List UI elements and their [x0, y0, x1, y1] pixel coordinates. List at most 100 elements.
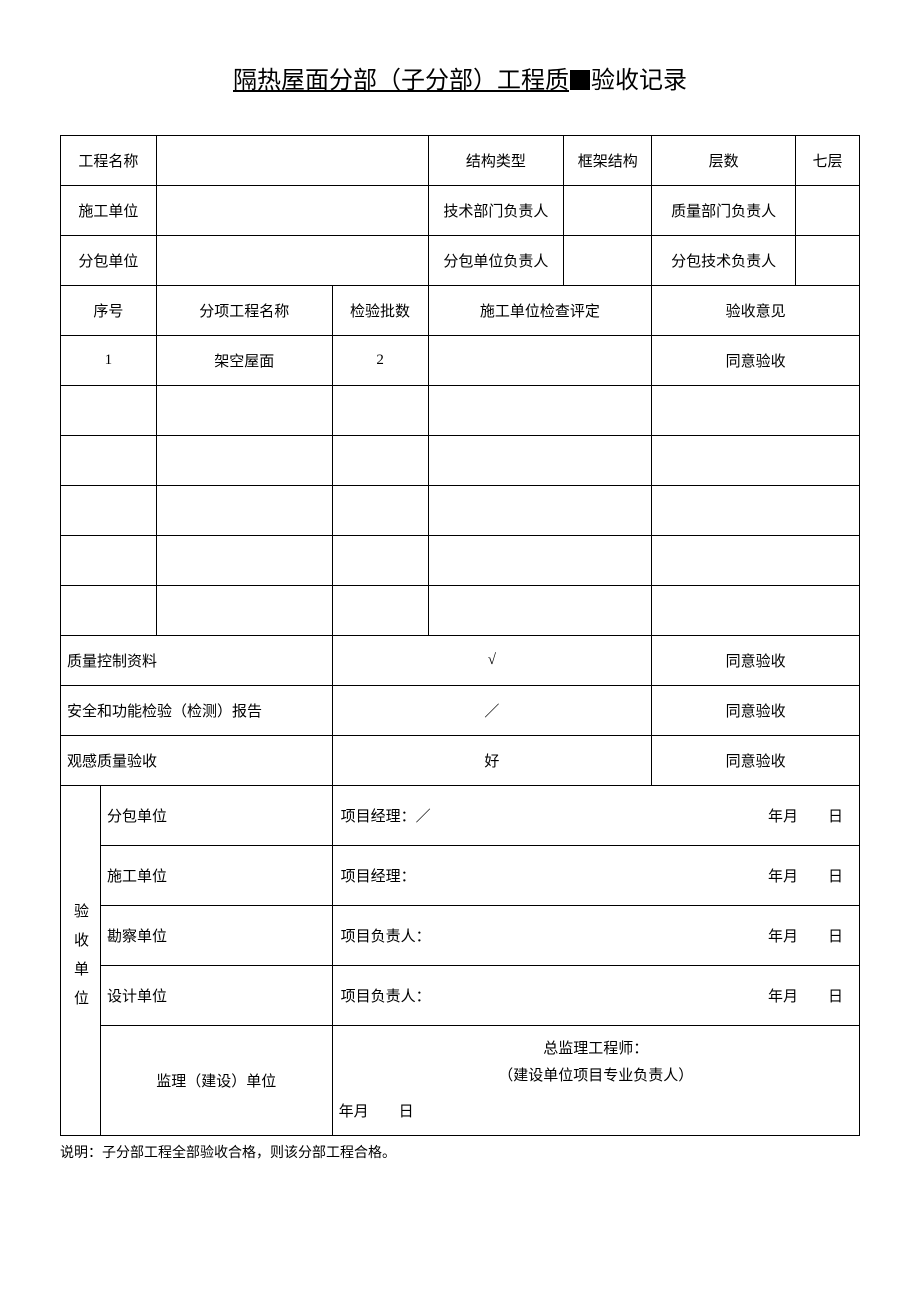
cell-batch: [332, 586, 428, 636]
col-opinion: 验收意见: [652, 286, 860, 336]
sign-con-sig: 项目经理： 年月 日: [332, 846, 859, 906]
value-sub-head: [564, 236, 652, 286]
cell-item: [156, 586, 332, 636]
summary-safety-row: 安全和功能检验（检测）报告 ／ 同意验收: [61, 686, 860, 736]
sign-row-sub: 验收单位 分包单位 项目经理：／ 年月 日: [61, 786, 860, 846]
cell-seq: [61, 386, 157, 436]
sign-design-d: 日: [828, 985, 843, 1006]
page-title: 隔热屋面分部（子分部）工程质验收记录: [60, 60, 860, 95]
sign-survey-ym: 年月: [768, 925, 798, 946]
sign-super-d: 日: [399, 1100, 414, 1121]
sign-con-d: 日: [828, 865, 843, 886]
value-struct-type: 框架结构: [564, 136, 652, 186]
table-row: [61, 586, 860, 636]
title-black-box: [570, 70, 590, 90]
cell-check: [428, 436, 652, 486]
cell-seq: [61, 586, 157, 636]
title-after: 验收记录: [591, 68, 687, 94]
sign-design-unit: 设计单位: [100, 966, 332, 1026]
sign-survey-sig: 项目负责人： 年月 日: [332, 906, 859, 966]
sign-sub-ym: 年月: [768, 805, 798, 826]
label-safety: 安全和功能检验（检测）报告: [61, 686, 333, 736]
label-appearance: 观感质量验收: [61, 736, 333, 786]
cell-opinion: [652, 436, 860, 486]
sign-design-sig: 项目负责人： 年月 日: [332, 966, 859, 1026]
title-underlined: 隔热屋面分部（子分部）工程质: [233, 68, 569, 94]
sign-design-role: 项目负责人：: [339, 985, 431, 1006]
cell-seq: [61, 536, 157, 586]
cell-seq: 1: [61, 336, 157, 386]
cell-check: [428, 586, 652, 636]
label-sub-head: 分包单位负责人: [428, 236, 564, 286]
value-qa-head: [796, 186, 860, 236]
sign-super-role1: 总监理工程师：: [339, 1036, 853, 1063]
cell-batch: 2: [332, 336, 428, 386]
cell-seq: [61, 436, 157, 486]
value-appearance: 好: [332, 736, 652, 786]
label-tech-head: 技术部门负责人: [428, 186, 564, 236]
value-subcontractor: [156, 236, 428, 286]
summary-qc-row: 质量控制资料 √ 同意验收: [61, 636, 860, 686]
cell-opinion: [652, 536, 860, 586]
cell-item: [156, 536, 332, 586]
header-row-2: 施工单位 技术部门负责人 质量部门负责人: [61, 186, 860, 236]
sign-survey-unit: 勘察单位: [100, 906, 332, 966]
cell-batch: [332, 486, 428, 536]
cell-item: 架空屋面: [156, 336, 332, 386]
value-safety: ／: [332, 686, 652, 736]
opinion-appearance: 同意验收: [652, 736, 860, 786]
col-item: 分项工程名称: [156, 286, 332, 336]
col-check: 施工单位检查评定: [428, 286, 652, 336]
sign-survey-role: 项目负责人：: [339, 925, 431, 946]
table-row: [61, 386, 860, 436]
table-row: [61, 486, 860, 536]
sign-survey-d: 日: [828, 925, 843, 946]
column-header-row: 序号 分项工程名称 检验批数 施工单位检查评定 验收意见: [61, 286, 860, 336]
label-qa-head: 质量部门负责人: [652, 186, 796, 236]
label-constructor: 施工单位: [61, 186, 157, 236]
sign-sub-role: 项目经理：／: [339, 805, 431, 826]
col-batch: 检验批数: [332, 286, 428, 336]
sign-sub-unit: 分包单位: [100, 786, 332, 846]
sign-row-survey: 勘察单位 项目负责人： 年月 日: [61, 906, 860, 966]
value-project-name: [156, 136, 428, 186]
cell-batch: [332, 386, 428, 436]
sign-super-ym: 年月: [339, 1100, 369, 1121]
label-project-name: 工程名称: [61, 136, 157, 186]
value-floors: 七层: [796, 136, 860, 186]
cell-batch: [332, 436, 428, 486]
table-row: 1 架空屋面 2 同意验收: [61, 336, 860, 386]
cell-batch: [332, 536, 428, 586]
label-floors: 层数: [652, 136, 796, 186]
footnote: 说明：子分部工程全部验收合格，则该分部工程合格。: [60, 1142, 860, 1162]
table-row: [61, 436, 860, 486]
cell-opinion: [652, 486, 860, 536]
sign-row-con: 施工单位 项目经理： 年月 日: [61, 846, 860, 906]
cell-seq: [61, 486, 157, 536]
opinion-safety: 同意验收: [652, 686, 860, 736]
record-table: 工程名称 结构类型 框架结构 层数 七层 施工单位 技术部门负责人 质量部门负责…: [60, 135, 860, 1136]
sign-sub-sig: 项目经理：／ 年月 日: [332, 786, 859, 846]
value-constructor: [156, 186, 428, 236]
cell-opinion: 同意验收: [652, 336, 860, 386]
sign-con-unit: 施工单位: [100, 846, 332, 906]
cell-opinion: [652, 586, 860, 636]
sign-super-unit: 监理（建设）单位: [100, 1026, 332, 1136]
label-qc: 质量控制资料: [61, 636, 333, 686]
cell-check: [428, 386, 652, 436]
sign-design-ym: 年月: [768, 985, 798, 1006]
sign-sub-d: 日: [828, 805, 843, 826]
label-struct-type: 结构类型: [428, 136, 564, 186]
cell-check: [428, 486, 652, 536]
sign-row-super: 监理（建设）单位 总监理工程师： （建设单位项目专业负责人） 年月 日: [61, 1026, 860, 1136]
opinion-qc: 同意验收: [652, 636, 860, 686]
sign-con-ym: 年月: [768, 865, 798, 886]
cell-check: [428, 536, 652, 586]
label-sub-tech-head: 分包技术负责人: [652, 236, 796, 286]
sign-super-role2: （建设单位项目专业负责人）: [339, 1063, 853, 1090]
cell-check: [428, 336, 652, 386]
table-row: [61, 536, 860, 586]
value-tech-head: [564, 186, 652, 236]
cell-item: [156, 386, 332, 436]
sign-group-label: 验收单位: [61, 786, 101, 1136]
